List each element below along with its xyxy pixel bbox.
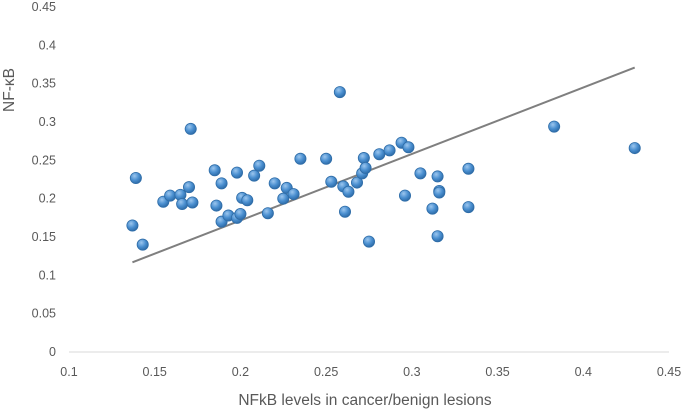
data-point — [320, 152, 333, 165]
data-point — [383, 144, 396, 157]
data-point — [129, 171, 142, 184]
y-tick-label: 0.45 — [32, 0, 56, 14]
y-axis-title: NF-κB — [1, 68, 18, 112]
data-point — [350, 176, 363, 189]
y-tick-label: 0.25 — [32, 153, 56, 167]
x-axis-title: NFkB levels in cancer/benign lesions — [238, 392, 492, 409]
data-point — [342, 185, 355, 198]
data-point — [402, 141, 415, 154]
x-tick-label: 0.25 — [314, 365, 338, 379]
y-axis-tick-labels: 0 0.05 0.1 0.15 0.2 0.25 0.3 0.35 0.4 0.45 — [32, 0, 56, 359]
data-point — [234, 207, 247, 220]
data-point — [433, 186, 446, 199]
data-point — [253, 159, 266, 172]
data-point — [215, 177, 228, 190]
data-point — [136, 238, 149, 251]
data-point — [325, 175, 338, 188]
data-point — [333, 86, 346, 99]
x-tick-label: 0.3 — [403, 365, 420, 379]
y-tick-label: 0 — [49, 345, 56, 359]
data-point — [431, 170, 444, 183]
y-tick-label: 0.05 — [32, 307, 56, 321]
data-point — [362, 235, 375, 248]
y-tick-label: 0.4 — [39, 38, 56, 52]
x-tick-label: 0.4 — [575, 365, 592, 379]
data-point — [164, 189, 177, 202]
data-point — [208, 164, 221, 177]
data-points — [126, 86, 641, 251]
data-point — [184, 122, 197, 135]
data-point — [230, 166, 243, 179]
x-tick-label: 0.45 — [657, 365, 681, 379]
data-point — [210, 199, 223, 212]
data-point — [462, 201, 475, 214]
data-point — [287, 188, 300, 201]
y-tick-label: 0.1 — [39, 268, 56, 282]
data-point — [414, 167, 427, 180]
data-point — [548, 120, 561, 133]
data-point — [294, 152, 307, 165]
data-point — [268, 177, 281, 190]
y-tick-label: 0.3 — [39, 115, 56, 129]
x-tick-label: 0.2 — [232, 365, 249, 379]
x-tick-label: 0.1 — [60, 365, 77, 379]
data-point — [186, 196, 199, 209]
y-tick-label: 0.35 — [32, 77, 56, 91]
x-axis-tick-labels: 0.1 0.15 0.2 0.25 0.3 0.35 0.4 0.45 — [60, 365, 681, 379]
data-point — [398, 189, 411, 202]
data-point — [431, 230, 444, 243]
data-point — [338, 205, 351, 218]
x-tick-label: 0.15 — [143, 365, 167, 379]
data-point — [359, 161, 372, 174]
data-point — [176, 198, 189, 211]
y-tick-label: 0.2 — [39, 192, 56, 206]
y-tick-label: 0.15 — [32, 230, 56, 244]
x-tick-label: 0.35 — [485, 365, 509, 379]
data-point — [628, 142, 641, 155]
data-point — [126, 219, 139, 232]
data-point — [248, 169, 261, 182]
trendline — [132, 66, 636, 264]
data-point — [261, 207, 274, 220]
data-point — [426, 202, 439, 215]
data-point — [182, 181, 195, 194]
data-point — [241, 194, 254, 207]
data-point — [373, 148, 386, 161]
data-point — [357, 152, 370, 165]
data-point — [462, 162, 475, 175]
data-point — [277, 192, 290, 205]
trendline-layer — [132, 66, 636, 264]
